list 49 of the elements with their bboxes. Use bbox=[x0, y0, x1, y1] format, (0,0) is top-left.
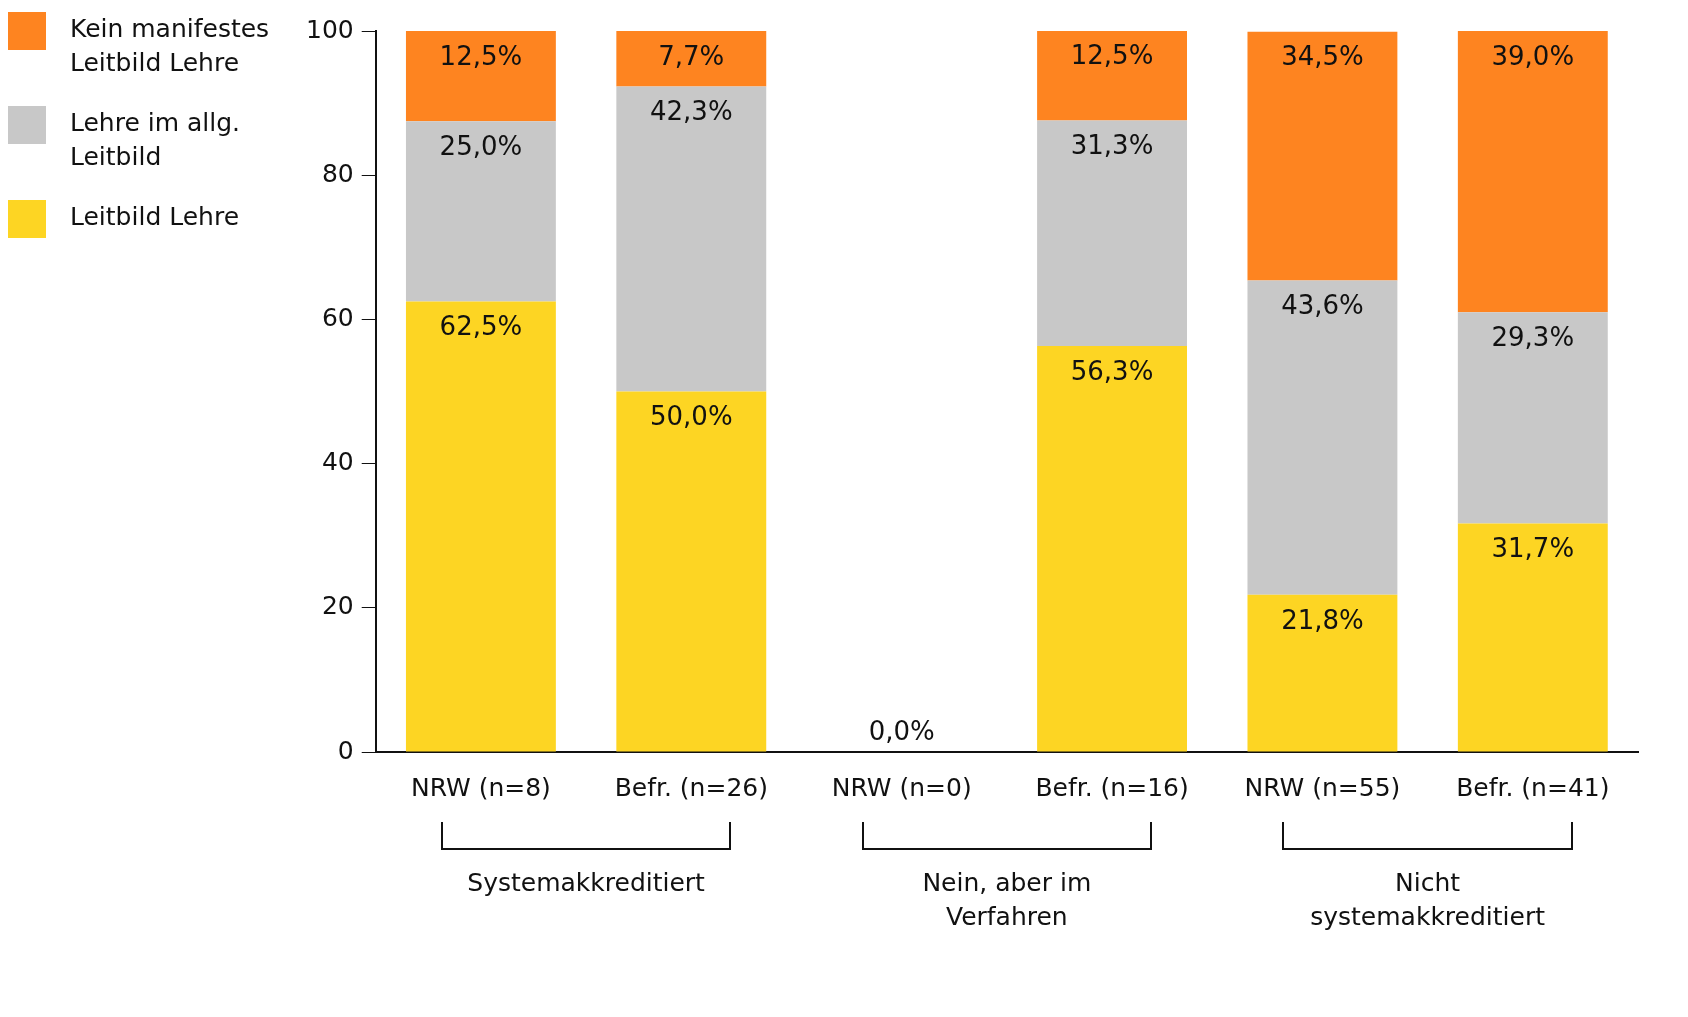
data-label: 25,0% bbox=[439, 130, 523, 161]
bar bbox=[1037, 346, 1187, 752]
y-tick-label: 80 bbox=[321, 158, 354, 188]
legend-label: Lehre im allg. Leitbild bbox=[70, 107, 242, 173]
data-label: 0,0% bbox=[868, 715, 935, 746]
bar bbox=[1037, 31, 1187, 121]
x-tick-label: Befr. (n=16) bbox=[1035, 772, 1189, 802]
bar bbox=[405, 121, 556, 302]
x-tick-label: NRW (n=55) bbox=[1244, 772, 1401, 802]
bar bbox=[405, 31, 556, 122]
bar bbox=[1457, 523, 1608, 752]
y-tick-label: 40 bbox=[321, 447, 354, 477]
data-label: 62,5% bbox=[439, 311, 523, 342]
text: Systemakkreditiert bbox=[466, 867, 706, 899]
y-tick-label: 0 bbox=[337, 735, 354, 765]
data-label: 43,6% bbox=[1281, 290, 1364, 321]
data-label: 39,0% bbox=[1491, 40, 1575, 71]
data-label: 12,5% bbox=[1070, 40, 1154, 71]
x-tick-label: NRW (n=0) bbox=[831, 772, 972, 802]
data-label: 29,3% bbox=[1491, 321, 1575, 352]
bar bbox=[1247, 31, 1398, 281]
bar bbox=[616, 391, 767, 752]
data-label: 31,3% bbox=[1070, 130, 1154, 161]
y-tick-label: 20 bbox=[321, 591, 354, 621]
bar bbox=[616, 86, 767, 392]
data-label: 50,0% bbox=[649, 401, 733, 432]
x-tick-label: Befr. (n=26) bbox=[614, 772, 768, 802]
data-label: 56,3% bbox=[1070, 355, 1154, 386]
bar bbox=[405, 301, 556, 752]
bar bbox=[1457, 31, 1608, 313]
bar bbox=[1457, 312, 1608, 524]
data-label: 31,7% bbox=[1491, 533, 1575, 564]
data-label: 34,5% bbox=[1281, 41, 1364, 72]
bar bbox=[1247, 594, 1398, 752]
x-tick-label: NRW (n=8) bbox=[410, 772, 551, 802]
bar bbox=[1037, 120, 1187, 347]
x-tick-label: Befr. (n=41) bbox=[1456, 772, 1610, 802]
data-label: 12,5% bbox=[439, 40, 523, 71]
text: Nicht systemakkreditiert bbox=[1309, 867, 1546, 933]
legend-label: Kein manifestes Leitbild Lehre bbox=[70, 13, 271, 79]
text: Nein, aber im Verfahren bbox=[921, 867, 1093, 933]
data-label: 7,7% bbox=[658, 40, 725, 71]
bar bbox=[616, 31, 767, 87]
y-tick-label: 100 bbox=[306, 14, 354, 44]
legend-label: Leitbild Lehre bbox=[70, 201, 240, 233]
data-label: 21,8% bbox=[1281, 604, 1364, 635]
data-label: 42,3% bbox=[649, 96, 733, 127]
y-tick-label: 60 bbox=[321, 302, 354, 332]
bar bbox=[1247, 280, 1398, 595]
